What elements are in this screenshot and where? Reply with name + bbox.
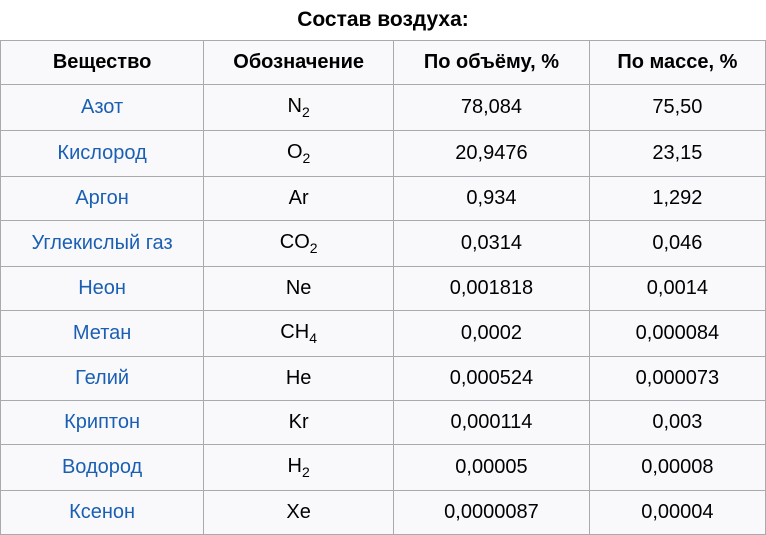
cell-substance[interactable]: Водород — [1, 445, 204, 491]
cell-symbol: CH4 — [204, 311, 394, 357]
cell-symbol: He — [204, 357, 394, 401]
table-row: КриптонKr0,0001140,003 — [1, 401, 766, 445]
table-container: Состав воздуха: Вещество Обозначение По … — [0, 0, 766, 535]
cell-symbol: N2 — [204, 85, 394, 131]
cell-symbol: Kr — [204, 401, 394, 445]
table-row: АргонAr0,9341,292 — [1, 177, 766, 221]
header-row: Вещество Обозначение По объёму, % По мас… — [1, 41, 766, 85]
air-composition-table: Вещество Обозначение По объёму, % По мас… — [0, 40, 766, 535]
cell-substance[interactable]: Неон — [1, 267, 204, 311]
cell-symbol: H2 — [204, 445, 394, 491]
cell-substance[interactable]: Криптон — [1, 401, 204, 445]
header-substance: Вещество — [1, 41, 204, 85]
header-symbol: Обозначение — [204, 41, 394, 85]
cell-by-volume: 0,0002 — [394, 311, 590, 357]
cell-by-volume: 20,9476 — [394, 131, 590, 177]
header-by-mass: По массе, % — [589, 41, 765, 85]
table-body: АзотN278,08475,50КислородO220,947623,15А… — [1, 85, 766, 535]
cell-by-volume: 0,934 — [394, 177, 590, 221]
cell-substance[interactable]: Азот — [1, 85, 204, 131]
cell-substance[interactable]: Аргон — [1, 177, 204, 221]
cell-symbol: Ar — [204, 177, 394, 221]
cell-by-mass: 0,003 — [589, 401, 765, 445]
table-row: КсенонXe0,00000870,00004 — [1, 491, 766, 535]
cell-by-mass: 0,000084 — [589, 311, 765, 357]
cell-by-volume: 0,00005 — [394, 445, 590, 491]
header-by-volume: По объёму, % — [394, 41, 590, 85]
cell-by-mass: 0,00008 — [589, 445, 765, 491]
cell-substance[interactable]: Метан — [1, 311, 204, 357]
cell-by-mass: 0,0014 — [589, 267, 765, 311]
cell-symbol: Xe — [204, 491, 394, 535]
cell-substance[interactable]: Кислород — [1, 131, 204, 177]
table-row: ГелийHe0,0005240,000073 — [1, 357, 766, 401]
cell-by-mass: 1,292 — [589, 177, 765, 221]
table-row: МетанCH40,00020,000084 — [1, 311, 766, 357]
cell-substance[interactable]: Углекислый газ — [1, 221, 204, 267]
table-title: Состав воздуха: — [0, 0, 766, 40]
cell-by-volume: 78,084 — [394, 85, 590, 131]
table-row: ВодородH20,000050,00008 — [1, 445, 766, 491]
cell-by-mass: 75,50 — [589, 85, 765, 131]
cell-by-mass: 0,000073 — [589, 357, 765, 401]
cell-by-mass: 0,046 — [589, 221, 765, 267]
table-row: КислородO220,947623,15 — [1, 131, 766, 177]
cell-by-volume: 0,0000087 — [394, 491, 590, 535]
cell-by-volume: 0,0314 — [394, 221, 590, 267]
cell-by-volume: 0,000114 — [394, 401, 590, 445]
cell-by-volume: 0,001818 — [394, 267, 590, 311]
cell-by-volume: 0,000524 — [394, 357, 590, 401]
table-row: НеонNe0,0018180,0014 — [1, 267, 766, 311]
cell-by-mass: 0,00004 — [589, 491, 765, 535]
cell-symbol: CO2 — [204, 221, 394, 267]
table-row: АзотN278,08475,50 — [1, 85, 766, 131]
cell-symbol: Ne — [204, 267, 394, 311]
cell-symbol: O2 — [204, 131, 394, 177]
cell-substance[interactable]: Гелий — [1, 357, 204, 401]
cell-by-mass: 23,15 — [589, 131, 765, 177]
cell-substance[interactable]: Ксенон — [1, 491, 204, 535]
table-row: Углекислый газCO20,03140,046 — [1, 221, 766, 267]
